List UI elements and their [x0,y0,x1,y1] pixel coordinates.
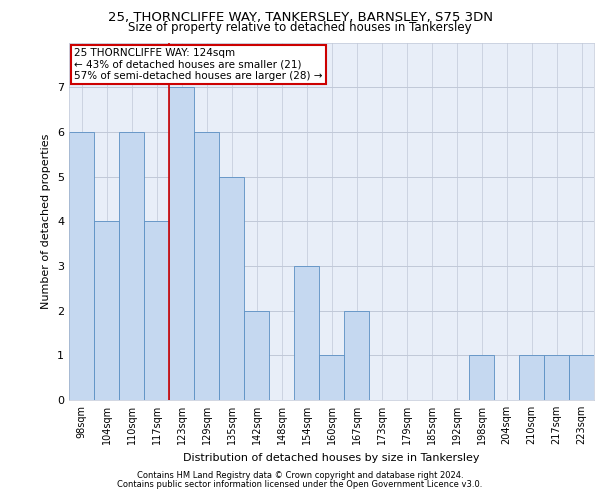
Bar [519,356,544,400]
Bar [219,176,244,400]
Bar [144,221,169,400]
Bar [544,356,569,400]
Bar [244,310,269,400]
Bar [319,356,344,400]
Bar [119,132,144,400]
Bar [569,356,594,400]
Y-axis label: Number of detached properties: Number of detached properties [41,134,52,309]
Text: Contains HM Land Registry data © Crown copyright and database right 2024.: Contains HM Land Registry data © Crown c… [137,471,463,480]
Text: Size of property relative to detached houses in Tankersley: Size of property relative to detached ho… [128,21,472,34]
Bar [469,356,494,400]
Text: 25 THORNCLIFFE WAY: 124sqm
← 43% of detached houses are smaller (21)
57% of semi: 25 THORNCLIFFE WAY: 124sqm ← 43% of deta… [74,48,323,81]
Bar [194,132,219,400]
X-axis label: Distribution of detached houses by size in Tankersley: Distribution of detached houses by size … [183,452,480,462]
Bar [344,310,369,400]
Bar [94,221,119,400]
Text: 25, THORNCLIFFE WAY, TANKERSLEY, BARNSLEY, S75 3DN: 25, THORNCLIFFE WAY, TANKERSLEY, BARNSLE… [107,11,493,24]
Text: Contains public sector information licensed under the Open Government Licence v3: Contains public sector information licen… [118,480,482,489]
Bar [169,87,194,400]
Bar [69,132,94,400]
Bar [294,266,319,400]
